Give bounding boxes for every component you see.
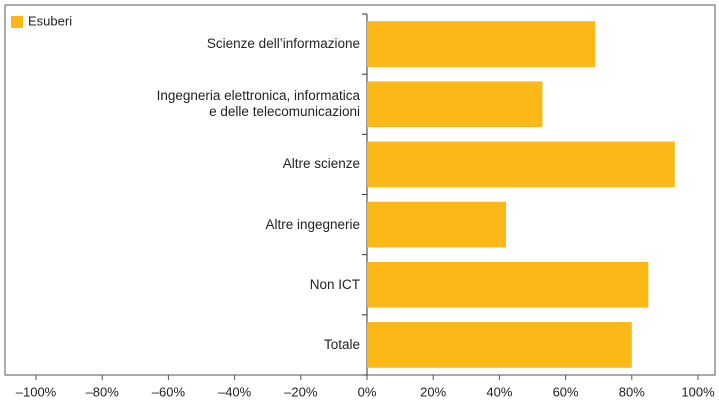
x-tick-label: –60%: [152, 384, 186, 399]
x-tick-label: 100%: [681, 384, 715, 399]
x-tick-label: –40%: [218, 384, 252, 399]
bar: [367, 141, 675, 188]
bar: [367, 201, 507, 248]
x-tick-label: –100%: [16, 384, 57, 399]
bar: [367, 322, 632, 368]
y-tick-label: Scienze dell’informazione: [206, 36, 360, 52]
x-tick-label: 40%: [486, 384, 512, 399]
y-tick-label: Altre scienze: [282, 156, 360, 172]
bar: [367, 81, 543, 128]
x-tick-label: –20%: [284, 384, 318, 399]
y-tick-label: Non ICT: [309, 276, 360, 292]
legend-label: Esuberi: [28, 13, 72, 28]
x-tick-label: 0%: [358, 384, 377, 399]
x-tick-label: 20%: [420, 384, 446, 399]
x-tick-label: –80%: [86, 384, 120, 399]
bar: [367, 21, 596, 67]
y-tick-label: Totale: [323, 336, 360, 352]
x-tick-label: 80%: [619, 384, 645, 399]
y-tick-label: Ingegneria elettronica, informatica e de…: [156, 88, 360, 120]
y-tick-label: Altre ingegnerie: [265, 216, 360, 232]
x-tick-label: 60%: [553, 384, 579, 399]
plot-frame: [4, 4, 716, 376]
legend-swatch: [11, 16, 23, 28]
bar: [367, 261, 649, 308]
